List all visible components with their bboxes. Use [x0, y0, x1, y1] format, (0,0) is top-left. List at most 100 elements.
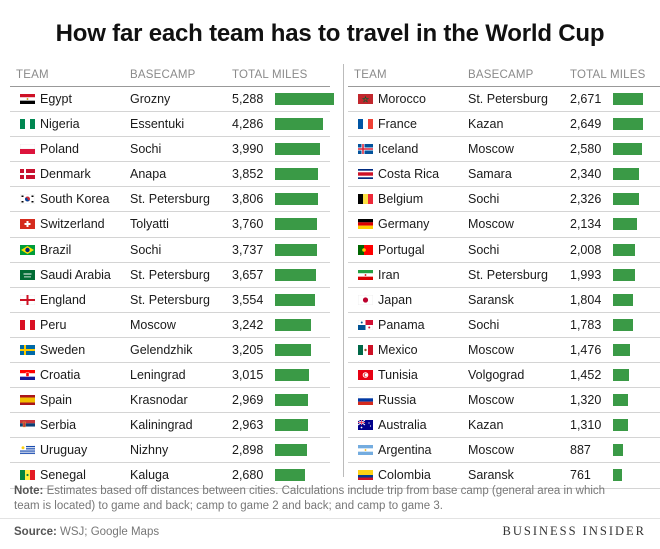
- miles-bar: [613, 293, 634, 306]
- miles-value: 2,580: [570, 142, 602, 157]
- miles-column-header: TOTAL MILES: [232, 69, 308, 81]
- table-row: Saudi Arabia St. Petersburg 3,657: [10, 263, 330, 288]
- miles-bar: [613, 243, 636, 256]
- team-name: Croatia: [40, 368, 81, 383]
- miles-value: 1,320: [570, 393, 602, 408]
- table-row: Sweden Gelendzhik 3,205: [10, 338, 330, 364]
- basecamp-name: Sochi: [468, 317, 500, 332]
- basecamp-name: Gelendzhik: [130, 342, 193, 357]
- basecamp-name: Samara: [468, 167, 512, 182]
- table-row: France Kazan 2,649: [348, 112, 660, 138]
- england-flag-icon: [20, 294, 35, 305]
- table-row: Denmark Anapa 3,852: [10, 162, 330, 188]
- miles-value: 3,990: [232, 142, 264, 157]
- miles-bar: [275, 419, 309, 432]
- basecamp-name: Nizhny: [130, 443, 169, 458]
- left-table: TEAM BASECAMP TOTAL MILES Egypt Grozny 5,2…: [10, 64, 334, 489]
- table-row: Iceland Moscow 2,580: [348, 137, 660, 163]
- portugal-flag-icon: [358, 244, 373, 255]
- russia-flag-icon: [358, 395, 373, 406]
- miles-value: 1,452: [570, 368, 602, 383]
- right-table-header: TEAM BASECAMP TOTAL MILES: [348, 64, 660, 87]
- france-flag-icon: [358, 119, 373, 130]
- denmark-flag-icon: [20, 169, 35, 180]
- team-name: England: [40, 292, 86, 307]
- panama-flag-icon: [358, 319, 373, 330]
- basecamp-name: Kazan: [468, 418, 504, 433]
- basecamp-name: Moscow: [468, 443, 514, 458]
- basecamp-name: Sochi: [130, 142, 162, 157]
- basecamp-name: Moscow: [468, 393, 514, 408]
- miles-bar: [613, 343, 630, 356]
- nigeria-flag-icon: [20, 119, 35, 130]
- croatia-flag-icon: [20, 370, 35, 381]
- miles-value: 887: [570, 443, 591, 458]
- basecamp-name: Saransk: [468, 468, 514, 483]
- south-korea-flag-icon: [20, 194, 35, 205]
- table-row: Senegal Kaluga 2,680: [10, 463, 330, 489]
- miles-value: 3,737: [232, 242, 264, 257]
- miles-bar: [275, 143, 320, 156]
- egypt-flag-icon: [20, 94, 35, 104]
- basecamp-name: St. Petersburg: [130, 267, 210, 282]
- team-name: Peru: [40, 317, 67, 332]
- basecamp-name: Sochi: [468, 192, 500, 207]
- uruguay-flag-icon: [20, 445, 35, 456]
- miles-value: 3,852: [232, 167, 264, 182]
- miles-bar: [613, 143, 642, 156]
- argentina-flag-icon: [358, 445, 373, 456]
- costa-rica-flag-icon: [358, 169, 373, 180]
- table-row: Belgium Sochi 2,326: [348, 187, 660, 213]
- basecamp-name: Moscow: [468, 142, 514, 157]
- team-column-header: TEAM: [16, 69, 49, 81]
- miles-value: 3,657: [232, 267, 264, 282]
- belgium-flag-icon: [358, 194, 373, 205]
- miles-bar: [275, 293, 315, 306]
- miles-bar: [613, 469, 622, 482]
- miles-value: 2,969: [232, 393, 264, 408]
- miles-value: 5,288: [232, 92, 264, 106]
- table-row: Portugal Sochi 2,008: [348, 238, 660, 263]
- miles-bar: [275, 469, 305, 482]
- team-name: Colombia: [378, 468, 431, 483]
- sweden-flag-icon: [20, 344, 35, 355]
- basecamp-column-header: BASECAMP: [130, 69, 196, 81]
- footer-divider: [0, 518, 660, 519]
- saudi-arabia-flag-icon: [20, 269, 35, 280]
- table-row: Panama Sochi 1,783: [348, 313, 660, 338]
- miles-value: 2,008: [570, 242, 602, 257]
- senegal-flag-icon: [20, 470, 35, 481]
- basecamp-name: Moscow: [130, 317, 176, 332]
- poland-flag-icon: [20, 144, 35, 155]
- miles-bar: [275, 444, 308, 457]
- miles-bar: [275, 168, 318, 181]
- miles-value: 3,242: [232, 317, 264, 332]
- miles-value: 3,205: [232, 342, 264, 357]
- tunisia-flag-icon: [358, 370, 373, 381]
- team-name: Uruguay: [40, 443, 88, 458]
- basecamp-name: Anapa: [130, 167, 167, 182]
- basecamp-name: Moscow: [468, 342, 514, 357]
- team-name: Japan: [378, 292, 413, 307]
- table-row: Uruguay Nizhny 2,898: [10, 438, 330, 464]
- miles-bar: [613, 193, 639, 206]
- team-name: Serbia: [40, 418, 77, 433]
- source-text: WSJ; Google Maps: [60, 526, 160, 538]
- team-name: Saudi Arabia: [40, 267, 111, 282]
- column-divider: [343, 64, 344, 477]
- team-name: Poland: [40, 142, 79, 157]
- table-row: Serbia Kaliningrad 2,963: [10, 413, 330, 439]
- table-row: Switzerland Tolyatti 3,760: [10, 212, 330, 238]
- miles-bar: [275, 93, 334, 105]
- team-name: Australia: [378, 418, 427, 433]
- team-name: Portugal: [378, 242, 425, 257]
- brand-logo: BUSINESS INSIDER: [502, 524, 646, 538]
- team-name: France: [378, 117, 417, 132]
- team-name: Senegal: [40, 468, 86, 483]
- miles-value: 1,310: [570, 418, 602, 433]
- miles-bar: [613, 268, 636, 281]
- miles-bar: [613, 93, 643, 105]
- table-row: Peru Moscow 3,242: [10, 313, 330, 338]
- basecamp-name: St. Petersburg: [468, 267, 548, 282]
- footnote: Note: Estimates based off distances betw…: [14, 484, 614, 514]
